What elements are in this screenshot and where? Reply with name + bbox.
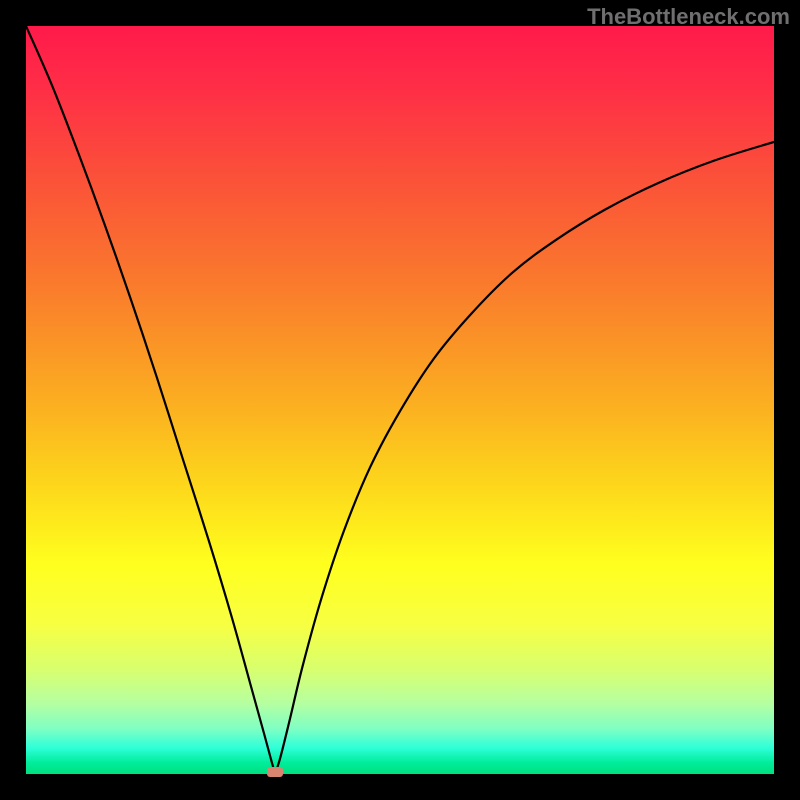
gradient-background [26,26,774,774]
chart-svg [26,26,774,774]
optimum-marker [267,767,283,777]
watermark-text: TheBottleneck.com [587,4,790,30]
chart-container: TheBottleneck.com [0,0,800,800]
plot-area [26,26,774,774]
